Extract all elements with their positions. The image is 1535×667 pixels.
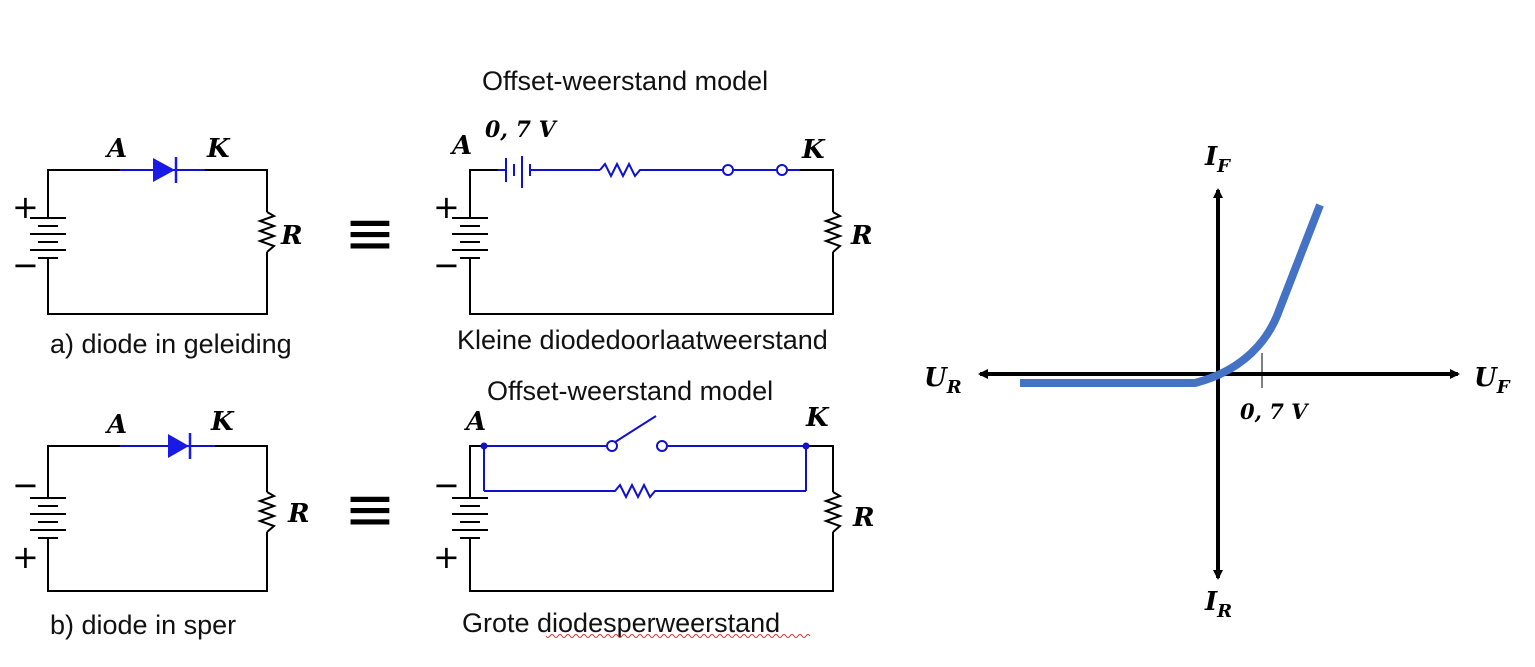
circuit-a: A K R + − [12, 134, 303, 315]
switch-contact [656, 440, 668, 452]
tick-label: 0, 7 V [1240, 399, 1310, 424]
offset-voltage-label: 0, 7 V [485, 117, 558, 143]
equivalence-sign: ≡ [344, 196, 396, 269]
terminal-node [776, 164, 788, 176]
model-circuit-b: A K R − + [433, 403, 875, 592]
junction-dot [480, 442, 488, 450]
large-resistor-symbol [484, 482, 806, 500]
open-switch-blade [611, 415, 657, 445]
model-title-b: Offset-weerstand model [487, 376, 773, 406]
model-title-a: Offset-weerstand model [482, 66, 768, 96]
y-neg-label: IR [1204, 587, 1232, 622]
plus-sign: + [12, 538, 39, 576]
battery-symbol [452, 217, 488, 259]
model-caption-b: Grote diodesperweerstand [462, 608, 780, 638]
battery-symbol [452, 497, 488, 539]
plus-sign: + [433, 188, 460, 226]
battery-symbol [30, 217, 66, 259]
x-neg-label: UR [924, 363, 962, 398]
caption-a: a) diode in geleiding [50, 329, 292, 359]
battery-symbol [30, 497, 66, 539]
minus-sign: − [12, 466, 39, 504]
terminal-node [722, 164, 734, 176]
x-pos-label: UF [1474, 363, 1511, 398]
anode-label: A [104, 410, 127, 440]
cathode-label: K [210, 407, 235, 437]
caption-b: b) diode in sper [50, 610, 236, 640]
resistor-label: R [280, 221, 303, 251]
switch-contact [606, 440, 618, 452]
anode-label: A [104, 134, 127, 164]
minus-sign: − [12, 246, 39, 284]
resistor-symbol [823, 491, 843, 533]
small-resistor-symbol [599, 161, 722, 179]
model-circuit-a: A 0, 7 V K R + − [433, 117, 873, 315]
resistor-label: R [852, 503, 875, 533]
spellcheck-underline [545, 634, 811, 638]
anode-label: A [449, 131, 472, 161]
minus-sign: − [433, 246, 460, 284]
cathode-label: K [801, 135, 826, 165]
plus-sign: + [433, 538, 460, 576]
offset-battery-symbol [498, 156, 600, 188]
plus-sign: + [12, 188, 39, 226]
junction-dot [802, 442, 810, 450]
resistor-label: R [850, 221, 873, 251]
diode-curve [1020, 203, 1324, 387]
model-caption-a: Kleine diodedoorlaatweerstand [457, 325, 828, 355]
resistor-symbol [823, 211, 843, 253]
resistor-symbol [257, 211, 277, 253]
y-pos-label: IF [1204, 142, 1231, 177]
cathode-label: K [206, 134, 231, 164]
equivalence-sign: ≡ [344, 472, 396, 545]
diode-symbol [153, 157, 178, 183]
anode-label: A [463, 407, 486, 437]
cathode-label: K [805, 403, 830, 433]
minus-sign: − [433, 466, 460, 504]
diode-symbol [168, 433, 192, 459]
circuit-b: A K R − + [12, 407, 310, 592]
resistor-label: R [287, 499, 310, 529]
resistor-symbol [257, 491, 277, 533]
iv-characteristic: IF IR UF UR 0, 7 V [924, 142, 1511, 622]
